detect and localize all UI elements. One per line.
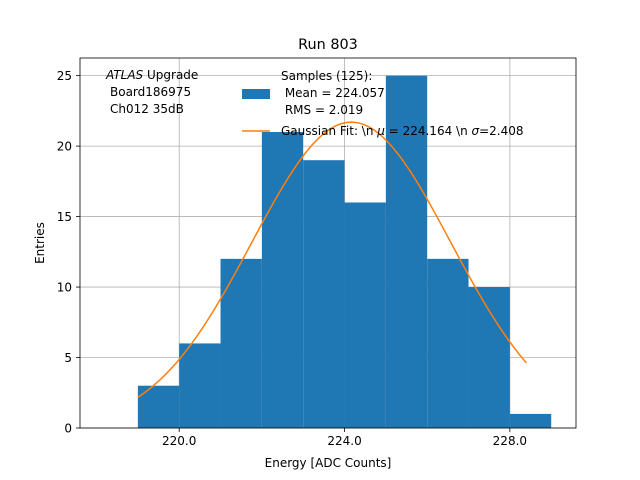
- legend-hist-swatch: [242, 89, 270, 99]
- histogram-bar: [137, 385, 180, 428]
- legend: Samples (125): Mean = 224.057 RMS = 2.01…: [242, 69, 524, 138]
- y-axis-label: Entries: [33, 222, 47, 264]
- atlas-label: ATLAS: [105, 68, 144, 82]
- chart-title: Run 803: [298, 37, 358, 53]
- atlas-annotation: ATLAS Upgrade Board186975 Ch012 35dB: [105, 68, 198, 116]
- y-tick-label: 5: [64, 351, 72, 365]
- axes-frame: [79, 57, 577, 429]
- histogram-bars: [137, 75, 552, 428]
- legend-fit-label: Gaussian Fit: \n μ = 224.164 \n σ=2.408: [281, 124, 524, 138]
- x-tick-label: 228.0: [493, 434, 527, 448]
- y-tick-label: 15: [57, 210, 72, 224]
- gaussian-fit-line: [137, 121, 527, 398]
- svg-text:ATLAS Upgrade: ATLAS Upgrade: [105, 68, 198, 82]
- histogram-bar: [468, 287, 510, 428]
- histogram-bar: [509, 413, 552, 428]
- histogram-bar: [303, 160, 345, 428]
- y-tick-label: 20: [57, 140, 72, 154]
- legend-hist-line-3: RMS = 2.019: [281, 103, 363, 117]
- legend-hist-line-1: Samples (125):: [281, 69, 372, 83]
- y-tick-label: 10: [57, 281, 72, 295]
- upgrade-label: Upgrade: [143, 68, 198, 82]
- y-axis-ticks: 0 5 10 15 20 25: [57, 69, 80, 436]
- board-label: Board186975: [110, 85, 191, 99]
- x-axis-label: Energy [ADC Counts]: [265, 456, 392, 470]
- histogram-bar: [385, 75, 428, 428]
- x-tick-label: 220.0: [162, 434, 196, 448]
- y-tick-label: 25: [57, 69, 72, 83]
- y-tick-label: 0: [64, 422, 72, 436]
- x-tick-label: 224.0: [327, 434, 361, 448]
- channel-label: Ch012 35dB: [110, 102, 184, 116]
- histogram-bar: [179, 343, 221, 428]
- x-axis-ticks: 220.0 224.0 228.0: [162, 428, 527, 448]
- histogram-bar: [261, 132, 304, 428]
- histogram-bar: [220, 258, 262, 428]
- legend-hist-line-2: Mean = 224.057: [281, 86, 385, 100]
- histogram-bar: [344, 202, 386, 428]
- histogram-bar: [427, 258, 469, 428]
- plot-area: [79, 57, 577, 429]
